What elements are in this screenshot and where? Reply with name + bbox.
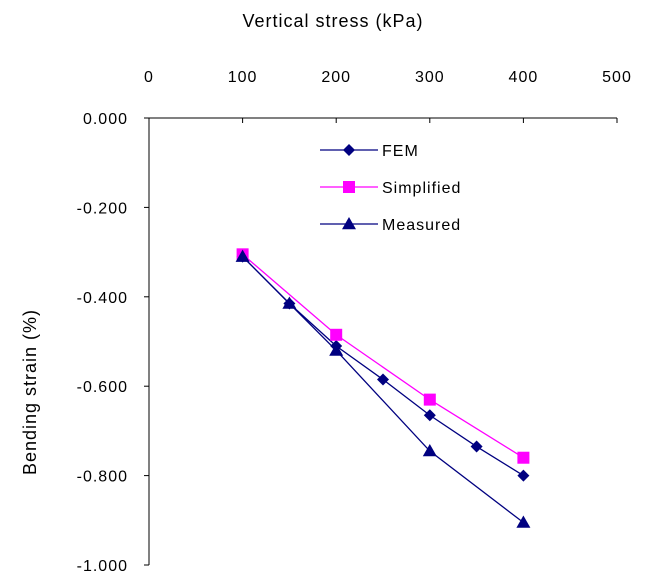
y-axis-label: Bending strain (%)	[20, 309, 40, 475]
y-tick-label: -0.600	[77, 379, 128, 396]
data-point	[329, 343, 344, 356]
y-tick-label: -0.200	[77, 200, 128, 217]
data-point	[423, 393, 436, 406]
series-measured	[235, 249, 531, 528]
data-point	[422, 444, 437, 457]
legend-item-fem: FEM	[320, 143, 419, 160]
series-fem	[236, 250, 530, 482]
data-point	[235, 249, 250, 262]
x-tick-label: 300	[415, 69, 445, 86]
x-tick-label: 400	[509, 69, 539, 86]
data-point	[330, 328, 343, 341]
y-tick-labels: 0.000 -0.200 -0.400 -0.600 -0.800 -1.000	[77, 111, 128, 575]
x-tick-labels: 0 100 200 300 400 500	[144, 69, 632, 86]
legend-item-measured: Measured	[320, 217, 461, 234]
data-point	[517, 469, 530, 482]
legend-label: Measured	[382, 217, 461, 234]
data-point	[516, 515, 531, 528]
y-tick-label: -0.800	[77, 469, 128, 486]
x-tick-label: 500	[602, 69, 632, 86]
data-point	[377, 373, 389, 386]
series-simplified	[236, 248, 530, 464]
x-tick-label: 0	[144, 69, 154, 86]
legend-marker	[343, 144, 355, 156]
x-tick-label: 100	[228, 69, 258, 86]
axes	[144, 117, 618, 566]
legend-label: Simplified	[382, 180, 461, 197]
series-line	[242, 256, 524, 524]
series-layer	[235, 248, 531, 528]
y-tick-label: -1.000	[77, 558, 128, 575]
legend: FEM Simplified Measured	[320, 143, 461, 234]
legend-marker	[343, 181, 355, 193]
y-tick-label: 0.000	[83, 111, 128, 128]
x-tick-label: 200	[321, 69, 351, 86]
legend-item-simplified: Simplified	[320, 180, 461, 197]
data-point	[470, 440, 483, 453]
series-line	[242, 256, 524, 477]
x-axis-label: Vertical stress (kPa)	[242, 11, 423, 31]
data-point	[282, 296, 297, 309]
series-line	[242, 253, 524, 459]
data-point	[517, 451, 530, 464]
data-point	[423, 409, 436, 422]
legend-marker	[342, 217, 356, 230]
y-tick-label: -0.400	[77, 290, 128, 307]
legend-label: FEM	[382, 143, 419, 160]
